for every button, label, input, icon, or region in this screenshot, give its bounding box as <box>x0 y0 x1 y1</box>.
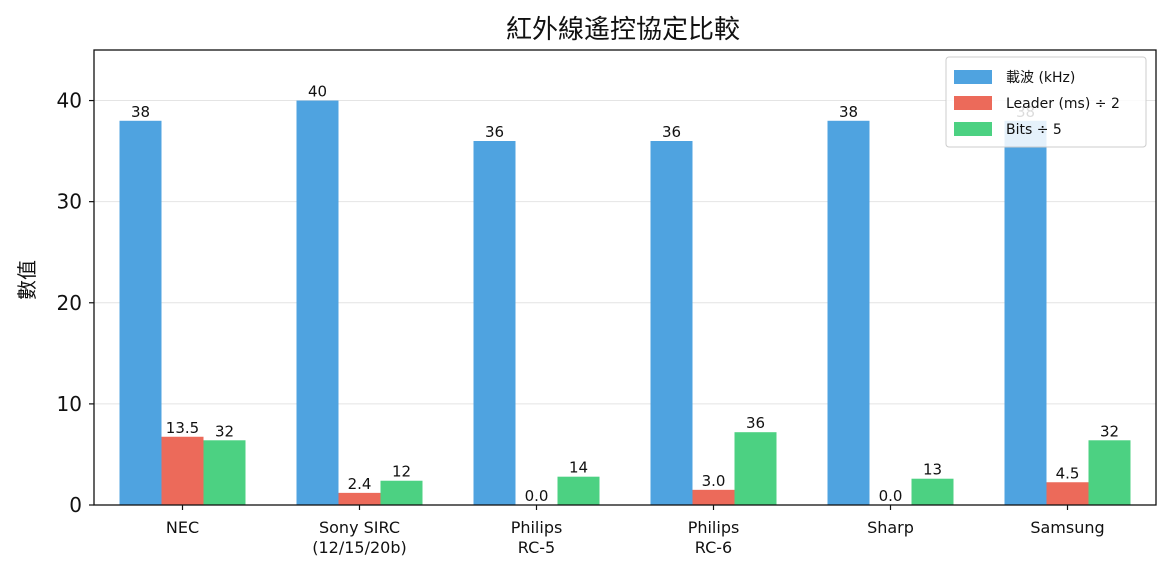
y-tick-label-1: 10 <box>57 392 82 416</box>
bar-s2-c0 <box>203 440 246 505</box>
x-tick-label-1-0: Sony SIRC <box>319 518 400 537</box>
data-label-s2-c4: 13 <box>923 461 942 479</box>
data-label-s2-c2: 14 <box>569 459 588 477</box>
data-label-s2-c1: 12 <box>392 463 411 481</box>
y-axis-label: 數值 <box>15 260 39 300</box>
y-tick-label-3: 30 <box>57 190 82 214</box>
x-tick-label-2-0: Philips <box>511 518 563 537</box>
y-tick-label-4: 40 <box>57 89 82 113</box>
legend: 載波 (kHz) Leader (ms) ÷ 2 Bits ÷ 5 <box>945 56 1147 148</box>
bar-s0-c0 <box>119 120 162 506</box>
legend-label-0: 載波 (kHz) <box>1006 70 1075 86</box>
data-label-s1-c1: 2.4 <box>348 475 372 493</box>
data-label-s0-c1: 40 <box>308 83 327 101</box>
legend-swatch-1 <box>954 96 992 110</box>
data-label-s2-c3: 36 <box>746 414 765 432</box>
bar-s1-c0 <box>161 436 204 505</box>
data-label-s0-c2: 36 <box>485 123 504 141</box>
bar-s2-c1 <box>380 480 423 505</box>
bar-s0-c3 <box>650 141 693 505</box>
data-label-s1-c3: 3.0 <box>702 472 726 490</box>
y-tick-label-2: 20 <box>57 291 82 315</box>
data-label-s2-c5: 32 <box>1100 422 1119 440</box>
bar-s2-c3 <box>734 432 777 505</box>
legend-label-1: Leader (ms) ÷ 2 <box>1006 96 1120 112</box>
data-label-s0-c0: 38 <box>131 103 150 121</box>
data-label-s1-c4: 0.0 <box>879 487 903 505</box>
bar-s2-c4 <box>911 478 954 505</box>
x-tick-label-0-0: NEC <box>166 518 199 537</box>
bar-s0-c5 <box>1004 120 1047 506</box>
bars <box>119 100 1131 506</box>
x-tick-label-1-1: (12/15/20b) <box>312 538 407 557</box>
bar-s2-c2 <box>557 476 600 505</box>
data-label-s0-c3: 36 <box>662 123 681 141</box>
bar-s1-c1 <box>338 492 381 505</box>
bar-s0-c1 <box>296 100 339 506</box>
plot-frame <box>93 49 1157 506</box>
legend-swatch-0 <box>954 70 992 84</box>
y-tick-label-0: 0 <box>69 493 82 517</box>
data-label-s1-c2: 0.0 <box>525 487 549 505</box>
x-tick-label-5-0: Samsung <box>1030 518 1104 537</box>
x-tick-label-4-0: Sharp <box>867 518 914 537</box>
chart-title: 紅外線遙控協定比較 <box>506 15 740 45</box>
data-label-s1-c0: 13.5 <box>166 419 199 437</box>
data-labels: 38403636383813.52.40.03.00.04.5321214361… <box>131 83 1119 505</box>
legend-label-2: Bits ÷ 5 <box>1006 122 1062 138</box>
data-label-s2-c0: 32 <box>215 422 234 440</box>
data-label-s0-c4: 38 <box>839 103 858 121</box>
bar-s1-c3 <box>692 489 735 505</box>
x-tick-label-2-1: RC-5 <box>518 538 555 557</box>
data-label-s1-c5: 4.5 <box>1056 464 1080 482</box>
legend-box <box>945 56 1147 148</box>
x-tick-label-3-0: Philips <box>688 518 740 537</box>
bar-s2-c5 <box>1088 440 1131 505</box>
bar-s1-c5 <box>1046 482 1089 505</box>
x-tick-label-3-1: RC-6 <box>695 538 732 557</box>
legend-swatch-2 <box>954 122 992 136</box>
bar-s0-c2 <box>473 141 516 505</box>
bar-s0-c4 <box>827 120 870 506</box>
